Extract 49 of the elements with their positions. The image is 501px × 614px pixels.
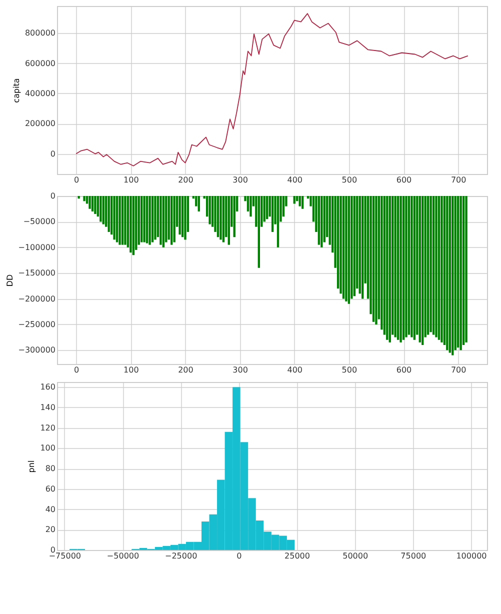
y-tick-label: 0: [50, 546, 56, 554]
x-tick-label: 400: [287, 176, 303, 184]
y-tick-label: 160: [40, 382, 56, 392]
x-tick-label: 100000: [456, 552, 487, 560]
y-tick-label: −150000: [18, 268, 56, 278]
x-tick-label: 0: [74, 176, 80, 184]
y-tick-label: 0: [50, 149, 56, 158]
y-tick-label: 200000: [24, 119, 56, 128]
x-tick-label: 500: [342, 176, 358, 184]
y-axis-title: pnl: [27, 460, 36, 473]
y-tick-label: 400000: [24, 88, 56, 98]
y-tick-label: −50000: [23, 217, 56, 226]
x-tick-label: 200: [178, 176, 194, 184]
y-tick-label: 800000: [24, 28, 56, 38]
x-tick-label: 600: [396, 366, 412, 374]
x-tick-label: 200: [178, 366, 194, 374]
x-tick-label: −50000: [106, 552, 140, 560]
x-tick-label: 700: [450, 366, 466, 374]
y-tick-label: 40: [45, 504, 56, 514]
x-tick-label: −25000: [165, 552, 198, 560]
x-tick-label: 500: [342, 366, 358, 374]
y-tick-label: 0: [50, 192, 56, 200]
line-series: [76, 13, 468, 166]
y-tick-label: 100: [40, 444, 56, 453]
y-tick-label: 140: [40, 402, 56, 412]
x-tick-label: 0: [236, 552, 242, 560]
x-tick-label: 100: [124, 366, 139, 374]
y-tick-label: 20: [45, 525, 56, 534]
y-tick-label: −100000: [18, 242, 56, 252]
x-tick-label: 300: [232, 176, 248, 184]
y-tick-label: −200000: [18, 294, 56, 304]
y-tick-label: −250000: [18, 320, 56, 329]
y-axis-title: capita: [12, 78, 21, 103]
x-tick-label: 600: [396, 176, 412, 184]
y-tick-label: 120: [40, 423, 56, 432]
x-tick-label: 75000: [400, 552, 426, 560]
x-tick-label: 400: [287, 366, 303, 374]
x-tick-label: 100: [124, 176, 139, 184]
y-tick-label: 60: [45, 484, 56, 494]
x-tick-label: 50000: [342, 552, 368, 560]
x-tick-label: 0: [74, 366, 80, 374]
x-tick-label: −75000: [48, 552, 82, 560]
x-tick-label: 25000: [284, 552, 310, 560]
y-tick-label: 600000: [24, 58, 56, 68]
x-tick-label: 700: [450, 176, 466, 184]
y-tick-label: −300000: [18, 346, 56, 355]
y-axis-title: DD: [5, 274, 14, 287]
y-tick-label: 80: [45, 464, 56, 474]
x-tick-label: 300: [232, 366, 248, 374]
